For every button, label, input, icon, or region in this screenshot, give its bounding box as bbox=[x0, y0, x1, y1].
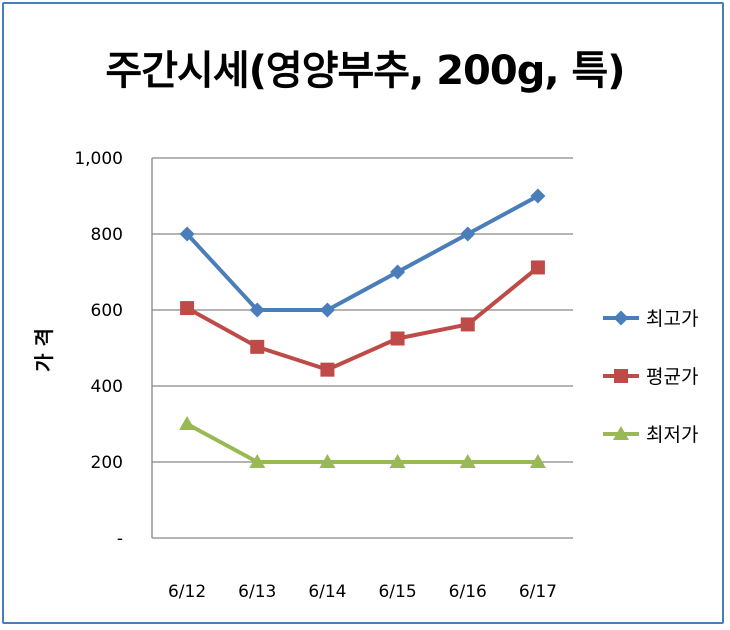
x-tick-label: 6/15 bbox=[378, 582, 416, 602]
data-point bbox=[459, 454, 476, 468]
y-tick-label: 1,000 bbox=[74, 149, 123, 169]
data-point bbox=[249, 302, 265, 318]
legend-label: 최저가 bbox=[646, 424, 698, 446]
data-point bbox=[460, 317, 475, 332]
data-point bbox=[319, 302, 335, 318]
data-point bbox=[319, 454, 336, 468]
legend-label: 최고가 bbox=[646, 308, 698, 330]
x-tick-label: 6/12 bbox=[168, 582, 206, 602]
data-point bbox=[390, 264, 406, 280]
data-point bbox=[390, 331, 405, 346]
chart-frame bbox=[2, 2, 724, 624]
series-line bbox=[186, 422, 538, 464]
y-tick-label: - bbox=[117, 529, 123, 549]
series-line bbox=[185, 194, 539, 312]
legend-marker bbox=[613, 310, 629, 326]
data-point bbox=[529, 454, 546, 468]
y-tick-label: 800 bbox=[91, 225, 123, 245]
data-point bbox=[179, 226, 195, 242]
y-tick-label: 600 bbox=[91, 301, 123, 321]
data-point bbox=[249, 454, 266, 468]
x-tick-label: 6/16 bbox=[449, 582, 487, 602]
data-point bbox=[460, 226, 476, 242]
y-axis-label: 가 격 bbox=[32, 328, 56, 372]
data-point bbox=[389, 454, 406, 468]
data-point bbox=[180, 301, 195, 316]
data-point bbox=[530, 188, 546, 204]
data-point bbox=[179, 416, 196, 430]
data-point bbox=[250, 339, 265, 354]
legend-marker bbox=[614, 369, 628, 383]
chart-title: 주간시세(영양부추, 200g, 특) bbox=[105, 48, 625, 94]
x-tick-label: 6/13 bbox=[238, 582, 276, 602]
series-line bbox=[186, 265, 540, 372]
data-point bbox=[320, 362, 335, 377]
y-tick-label: 400 bbox=[91, 377, 123, 397]
legend-marker bbox=[613, 426, 629, 440]
y-tick-label: 200 bbox=[91, 453, 123, 473]
legend-label: 평균가 bbox=[646, 366, 698, 388]
data-point bbox=[530, 260, 545, 275]
x-tick-label: 6/14 bbox=[308, 582, 346, 602]
x-tick-label: 6/17 bbox=[519, 582, 557, 602]
